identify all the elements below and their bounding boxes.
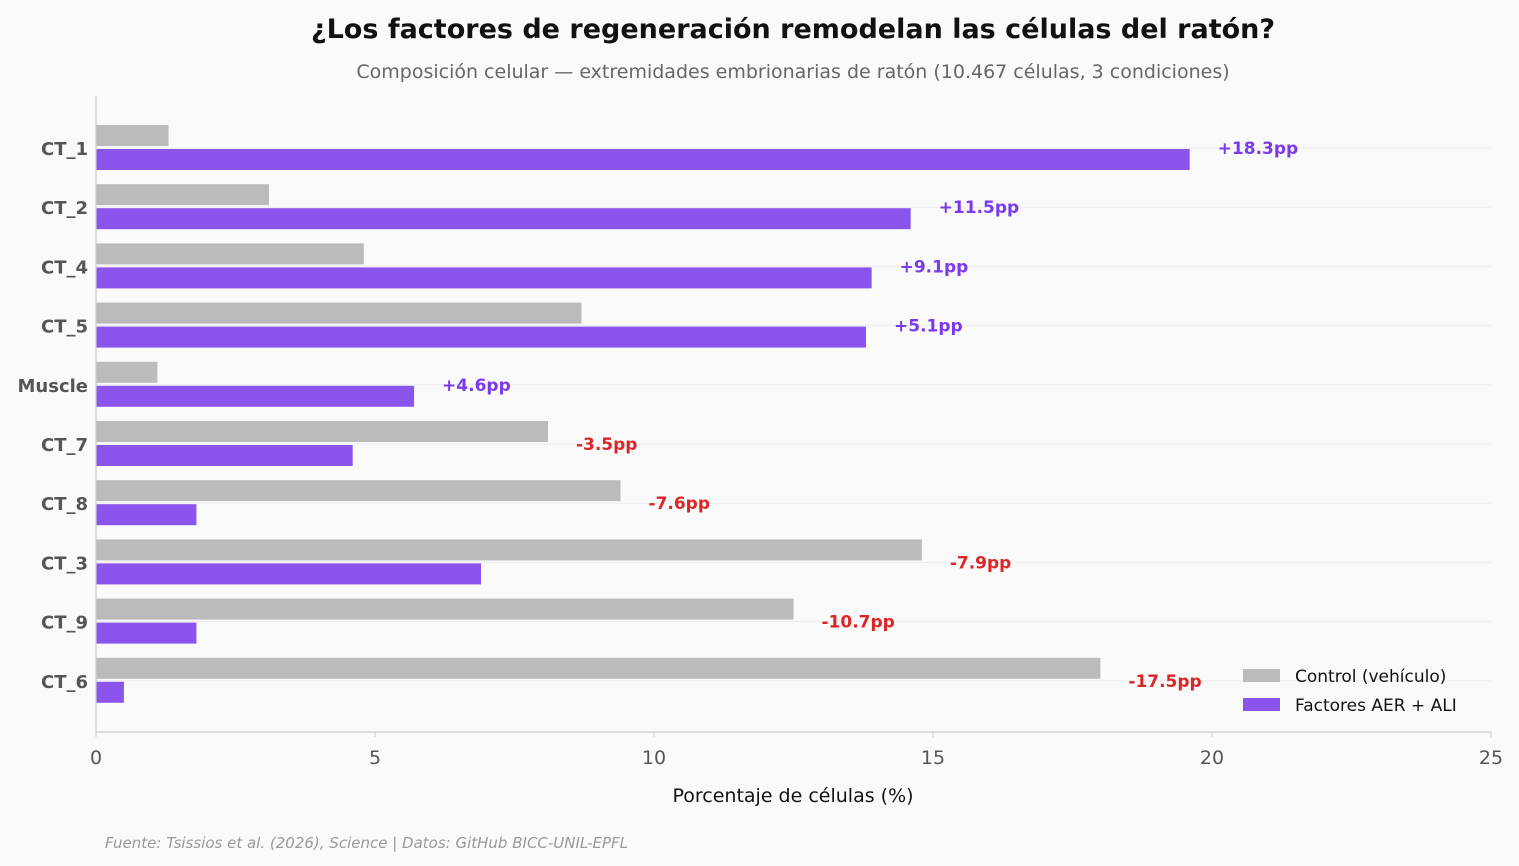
bar-control-CT_2 — [96, 184, 269, 206]
bar-control-CT_4 — [96, 243, 364, 265]
annotation-label: -10.7pp — [822, 613, 895, 633]
y-tick-label: CT_6 — [41, 672, 88, 693]
annotation-label: +11.5pp — [939, 198, 1020, 218]
x-axis-label: Porcentaje de células (%) — [672, 785, 913, 807]
bar-factors-CT_7 — [96, 445, 353, 466]
annotations: +18.3pp +11.5pp +9.1pp +5.1pp +4.6pp -3.5pp -7… — [442, 139, 1298, 692]
bar-control-CT_5 — [96, 302, 582, 324]
bar-control-CT_9 — [96, 598, 794, 620]
bars — [96, 125, 1190, 703]
bar-factors-CT_3 — [96, 563, 482, 585]
y-tick-label: CT_8 — [41, 494, 88, 515]
legend-swatch-control — [1243, 669, 1280, 682]
y-tick-label: CT_1 — [41, 139, 88, 160]
legend: Control (vehículo) Factores AER + ALI — [1243, 667, 1457, 716]
bar-factors-Muscle — [96, 385, 415, 407]
y-tick-label: Muscle — [18, 376, 89, 397]
y-tick-label: CT_4 — [41, 257, 88, 278]
x-tick-label: 25 — [1479, 747, 1503, 769]
annotation-label: -17.5pp — [1128, 672, 1201, 692]
bar-factors-CT_5 — [96, 326, 867, 348]
source-note: Fuente: Tsissios et al. (2026), Science … — [105, 834, 628, 852]
y-tick-label: CT_9 — [41, 613, 88, 634]
annotation-label: -7.6pp — [649, 494, 711, 514]
x-tick-label: 5 — [369, 747, 381, 769]
bar-factors-CT_1 — [96, 149, 1190, 170]
x-tick-label: 20 — [1200, 747, 1224, 769]
annotation-label: +18.3pp — [1218, 139, 1299, 159]
y-tick-labels: CT_1 CT_2 CT_4 CT_5 Muscle CT_7 CT_8 CT_3 CT_9 CT… — [18, 139, 89, 693]
bar-control-CT_7 — [96, 421, 548, 442]
chart-title: ¿Los factores de regeneración remodelan … — [311, 14, 1275, 45]
bar-control-CT_8 — [96, 480, 621, 502]
bar-factors-CT_8 — [96, 504, 197, 526]
annotation-label: +5.1pp — [894, 317, 963, 337]
y-tick-label: CT_2 — [41, 198, 88, 219]
legend-swatch-factors — [1243, 698, 1280, 711]
annotation-label: +4.6pp — [442, 376, 511, 396]
annotation-label: -3.5pp — [576, 435, 638, 455]
bar-control-CT_3 — [96, 539, 922, 561]
y-tick-label: CT_3 — [41, 553, 88, 574]
y-tick-label: CT_5 — [41, 317, 88, 338]
legend-label-control: Control (vehículo) — [1295, 667, 1446, 687]
y-tick-label: CT_7 — [41, 435, 88, 456]
bar-control-CT_1 — [96, 125, 169, 146]
bar-factors-CT_2 — [96, 208, 911, 230]
annotation-label: +9.1pp — [900, 257, 969, 277]
bar-factors-CT_6 — [96, 681, 124, 703]
x-tick-label: 10 — [642, 747, 666, 769]
x-tick-label: 15 — [921, 747, 945, 769]
bar-control-Muscle — [96, 361, 158, 383]
chart-subtitle: Composición celular — extremidades embri… — [356, 61, 1229, 83]
x-tick-label: 0 — [90, 747, 102, 769]
x-ticks: 0 5 10 15 20 25 — [90, 732, 1503, 769]
legend-label-factors: Factores AER + ALI — [1295, 696, 1457, 716]
annotation-label: -7.9pp — [950, 553, 1012, 573]
bar-control-CT_6 — [96, 657, 1101, 679]
bar-factors-CT_9 — [96, 622, 197, 644]
bar-factors-CT_4 — [96, 267, 872, 289]
